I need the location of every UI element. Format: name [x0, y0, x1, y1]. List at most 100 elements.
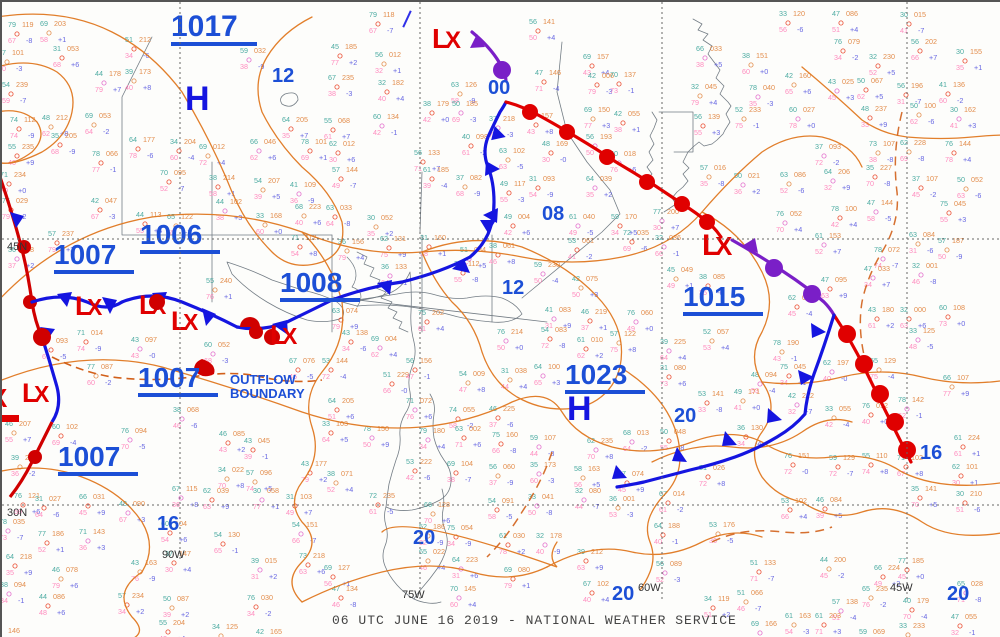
svg-text:+8: +8 — [507, 257, 515, 266]
svg-text:75: 75 — [780, 362, 788, 371]
svg-text:64: 64 — [322, 435, 330, 444]
svg-text:X: X — [87, 294, 103, 320]
svg-text:-8: -8 — [26, 36, 32, 45]
svg-text:+9: +9 — [221, 502, 229, 511]
svg-text:72: 72 — [369, 491, 377, 500]
svg-text:-1: -1 — [628, 86, 634, 95]
svg-text:72: 72 — [699, 479, 707, 488]
svg-text:30: 30 — [950, 105, 958, 114]
svg-text:41: 41 — [950, 121, 958, 130]
svg-text:53: 53 — [698, 389, 706, 398]
svg-text:+4: +4 — [547, 33, 555, 42]
svg-text:71: 71 — [750, 574, 758, 583]
svg-text:46: 46 — [816, 495, 824, 504]
svg-text:38: 38 — [696, 60, 704, 69]
svg-text:44: 44 — [530, 449, 538, 458]
svg-text:33: 33 — [899, 621, 907, 630]
svg-text:58: 58 — [867, 214, 875, 223]
svg-text:X: X — [183, 309, 199, 335]
svg-text:084: 084 — [830, 495, 842, 504]
svg-text:36: 36 — [737, 423, 745, 432]
svg-text:133: 133 — [428, 148, 440, 157]
svg-text:64: 64 — [85, 127, 93, 136]
svg-text:77: 77 — [653, 207, 661, 216]
svg-text:74: 74 — [10, 131, 18, 140]
svg-text:20: 20 — [413, 527, 435, 549]
svg-text:022: 022 — [232, 465, 244, 474]
svg-text:56: 56 — [911, 37, 919, 46]
svg-text:43: 43 — [244, 436, 252, 445]
svg-text:185: 185 — [345, 42, 357, 51]
svg-text:41: 41 — [568, 252, 576, 261]
svg-text:42: 42 — [256, 627, 264, 636]
svg-text:42: 42 — [406, 473, 414, 482]
svg-text:38: 38 — [699, 272, 707, 281]
svg-text:129: 129 — [843, 453, 855, 462]
svg-text:62: 62 — [371, 350, 379, 359]
svg-text:35: 35 — [530, 460, 538, 469]
svg-text:-9: -9 — [465, 539, 471, 548]
svg-text:44: 44 — [820, 555, 828, 564]
svg-text:-8: -8 — [510, 446, 516, 455]
svg-text:141: 141 — [925, 484, 937, 493]
svg-text:52: 52 — [735, 105, 743, 114]
svg-text:47: 47 — [821, 275, 829, 284]
svg-text:012: 012 — [213, 142, 225, 151]
svg-text:31: 31 — [420, 233, 428, 242]
svg-text:51: 51 — [383, 370, 391, 379]
svg-text:+9: +9 — [398, 250, 406, 259]
svg-text:136: 136 — [953, 80, 965, 89]
svg-text:68: 68 — [295, 202, 303, 211]
svg-text:119: 119 — [718, 594, 729, 603]
svg-text:45W: 45W — [890, 582, 913, 594]
svg-text:55: 55 — [694, 128, 702, 137]
svg-text:42: 42 — [373, 128, 381, 137]
svg-text:39: 39 — [125, 67, 133, 76]
svg-text:+4: +4 — [183, 565, 191, 574]
svg-text:37: 37 — [489, 420, 497, 429]
svg-text:-8: -8 — [716, 405, 722, 414]
svg-text:-2: -2 — [852, 53, 858, 62]
svg-text:129: 129 — [884, 356, 896, 365]
svg-text:+8: +8 — [605, 452, 613, 461]
svg-text:-7: -7 — [593, 502, 599, 511]
svg-text:1017: 1017 — [171, 10, 238, 43]
svg-text:30: 30 — [165, 565, 173, 574]
svg-text:069: 069 — [873, 627, 885, 636]
svg-text:32: 32 — [788, 407, 796, 416]
svg-text:54: 54 — [291, 249, 299, 258]
svg-text:094: 094 — [135, 426, 147, 435]
svg-text:+6: +6 — [57, 608, 65, 617]
svg-text:79: 79 — [588, 87, 596, 96]
svg-text:-9: -9 — [507, 478, 513, 487]
svg-text:021: 021 — [748, 171, 760, 180]
svg-text:64: 64 — [824, 167, 832, 176]
svg-text:185: 185 — [466, 99, 478, 108]
svg-text:-7: -7 — [350, 181, 356, 190]
svg-text:70: 70 — [776, 225, 784, 234]
svg-text:141: 141 — [543, 17, 555, 26]
svg-text:60: 60 — [87, 378, 95, 387]
svg-text:045: 045 — [794, 362, 806, 371]
svg-text:235: 235 — [876, 584, 888, 593]
svg-text:218: 218 — [503, 114, 515, 123]
svg-text:52: 52 — [327, 485, 335, 494]
svg-text:141: 141 — [712, 389, 724, 398]
svg-text:63: 63 — [499, 162, 507, 171]
svg-text:42: 42 — [91, 196, 99, 205]
svg-text:127: 127 — [338, 563, 350, 572]
svg-text:50: 50 — [660, 427, 668, 436]
svg-text:48: 48 — [861, 104, 869, 113]
svg-text:31: 31 — [53, 44, 61, 53]
svg-text:-7: -7 — [20, 96, 26, 105]
svg-text:+8: +8 — [628, 345, 636, 354]
svg-text:131: 131 — [394, 234, 406, 243]
svg-text:47: 47 — [535, 68, 543, 77]
svg-text:103: 103 — [300, 492, 312, 501]
svg-text:31: 31 — [529, 174, 537, 183]
svg-text:55: 55 — [5, 435, 13, 444]
svg-text:43: 43 — [131, 351, 139, 360]
svg-text:43: 43 — [219, 445, 227, 454]
svg-text:X: X — [445, 27, 461, 54]
svg-text:66: 66 — [696, 44, 704, 53]
